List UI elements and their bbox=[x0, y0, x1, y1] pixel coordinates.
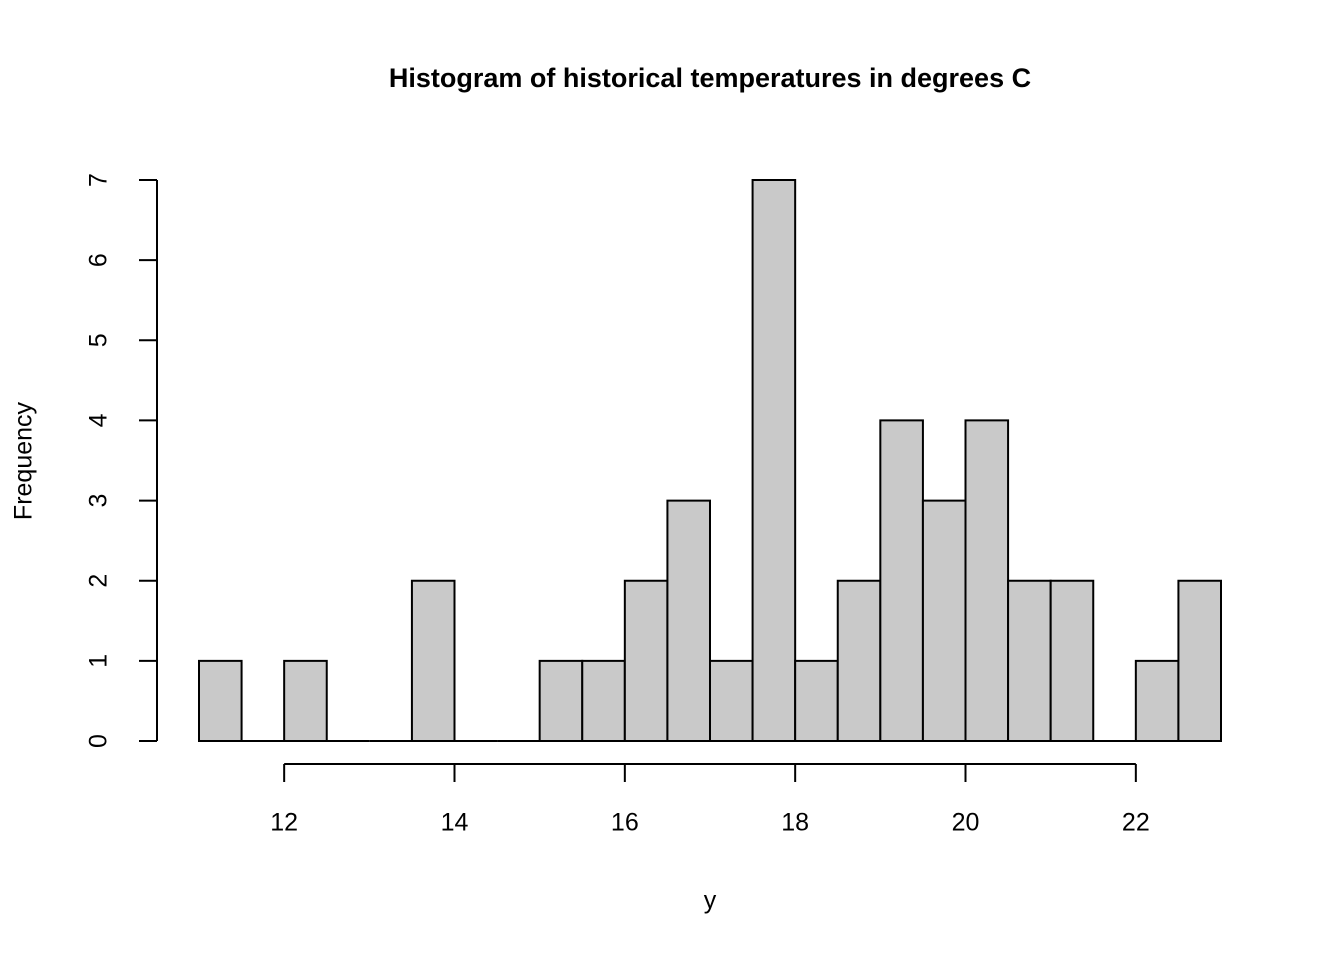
bar bbox=[921, 499, 967, 742]
bar bbox=[410, 579, 456, 742]
x-tick-label: 14 bbox=[441, 809, 469, 837]
y-tick-label: 2 bbox=[85, 574, 113, 588]
x-tick-label: 12 bbox=[270, 809, 298, 837]
bar bbox=[1177, 579, 1222, 742]
y-axis-label: Frequency bbox=[10, 401, 38, 520]
bar bbox=[623, 579, 669, 742]
bar bbox=[964, 419, 1010, 742]
y-tick-label: 6 bbox=[85, 253, 113, 267]
bar bbox=[666, 499, 711, 742]
y-tick-label: 1 bbox=[85, 654, 113, 668]
bar bbox=[836, 579, 882, 742]
x-tick-label: 18 bbox=[781, 809, 809, 837]
y-tick-label: 3 bbox=[85, 494, 113, 508]
x-tick-label: 20 bbox=[952, 809, 980, 837]
bar bbox=[794, 659, 839, 742]
bar bbox=[879, 419, 924, 742]
bar bbox=[1049, 579, 1095, 742]
y-tick-label: 0 bbox=[85, 734, 113, 748]
bar bbox=[709, 659, 754, 742]
bar bbox=[283, 659, 328, 742]
bar bbox=[538, 659, 584, 742]
y-tick-label: 7 bbox=[85, 173, 113, 187]
x-tick-label: 16 bbox=[611, 809, 639, 837]
chart-title: Histogram of historical temperatures in … bbox=[389, 63, 1031, 93]
y-tick-label: 5 bbox=[85, 333, 113, 347]
bar bbox=[1007, 579, 1052, 742]
x-axis-label: y bbox=[704, 887, 717, 915]
x-tick-label: 22 bbox=[1122, 809, 1150, 837]
bar bbox=[581, 659, 626, 742]
bar bbox=[1134, 659, 1180, 742]
bar bbox=[751, 179, 797, 742]
y-tick-label: 4 bbox=[85, 413, 113, 427]
bar bbox=[198, 659, 243, 742]
